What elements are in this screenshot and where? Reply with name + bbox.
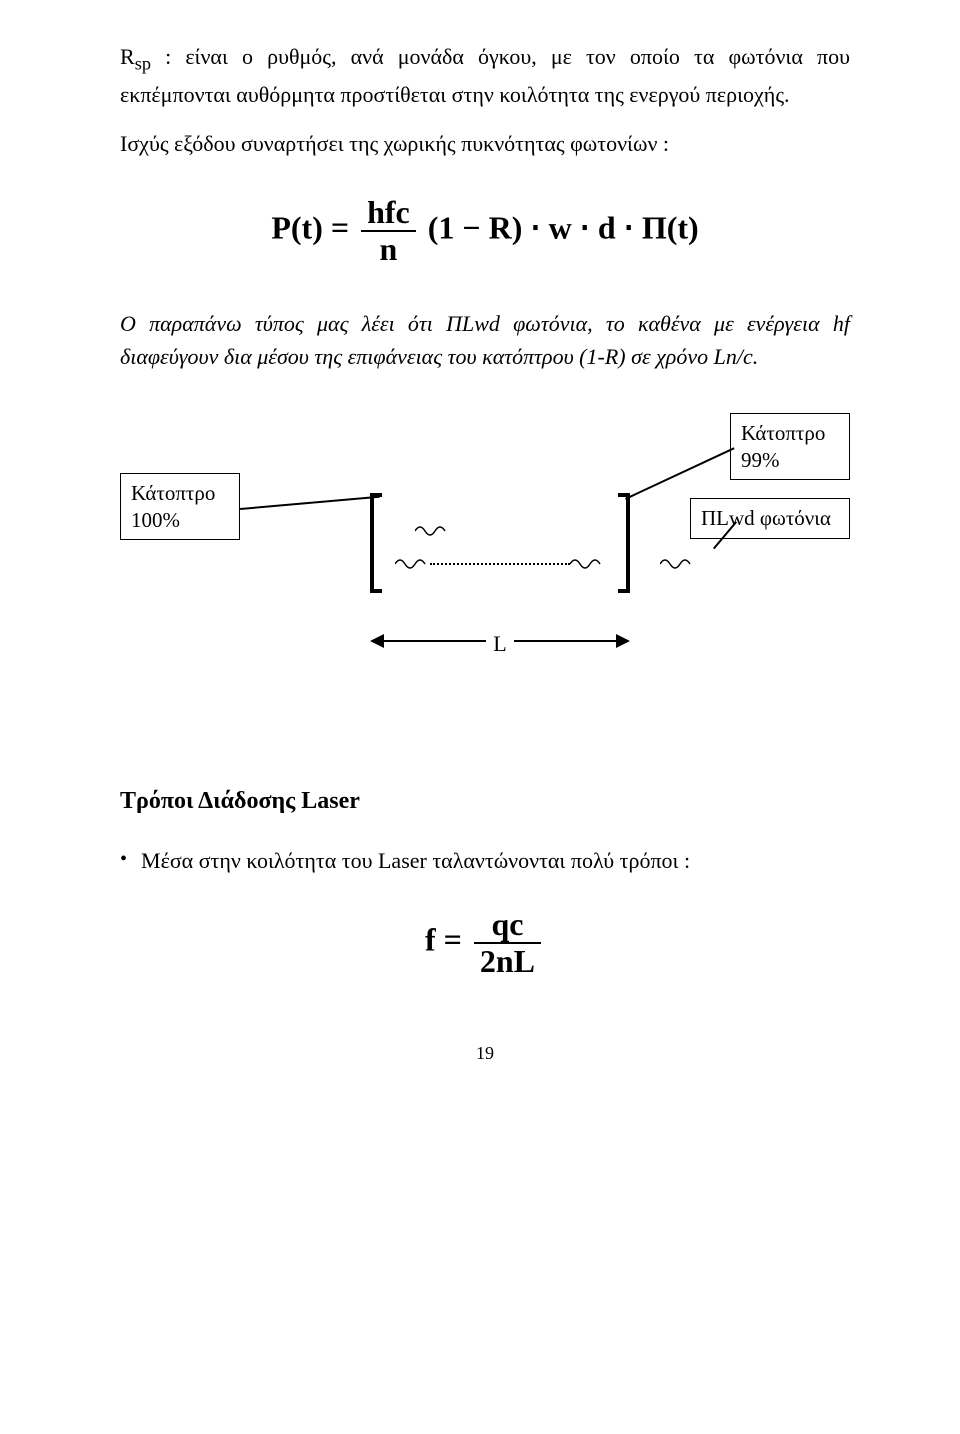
formula-fraction: hfc n <box>361 195 416 267</box>
paragraph-rsp: Rsp : είναι ο ρυθμός, ανά μονάδα όγκου, … <box>120 40 850 111</box>
formula-right: (1 − R) ⋅ w ⋅ d ⋅ Π(t) <box>428 209 699 245</box>
expl-mid3: σε χρόνο <box>626 344 714 369</box>
formula2-numerator: qc <box>474 907 541 944</box>
formula-frequency: f = qc 2nL <box>120 907 850 979</box>
formula-numerator: hfc <box>361 195 416 232</box>
arrow-head-right <box>616 634 630 648</box>
wave-bottom-left <box>395 556 430 571</box>
arrow-line-left <box>384 640 486 642</box>
wave-escaped <box>660 556 695 571</box>
rsp-text: : είναι ο ρυθμός, ανά μονάδα όγκου, με τ… <box>120 44 850 107</box>
page-number: 19 <box>120 1040 850 1067</box>
bullet-marker: • <box>120 844 127 874</box>
rsp-subscript: sp <box>135 53 151 73</box>
left-mirror-line1: Κάτοπτρο <box>131 480 229 506</box>
wave-bottom-right <box>570 556 605 571</box>
length-label: L <box>490 627 510 660</box>
bullet-item: • Μέσα στην κοιλότητα του Laser ταλαντών… <box>120 844 850 877</box>
left-mirror-line2: 100% <box>131 507 229 533</box>
formula-power: P(t) = hfc n (1 − R) ⋅ w ⋅ d ⋅ Π(t) <box>120 195 850 267</box>
expl-mid2: διαφεύγουν δια μέσου της επιφάνειας του … <box>120 344 579 369</box>
expl-it2: hf <box>833 311 850 336</box>
formula2-fraction: qc 2nL <box>474 907 541 979</box>
section-heading: Τρόποι Διάδοσης Laser <box>120 783 850 819</box>
arrow-head-left <box>370 634 384 648</box>
rsp-symbol: R <box>120 44 135 69</box>
cavity-dotted <box>430 563 570 565</box>
wave-top <box>415 523 450 538</box>
right-bracket <box>618 493 630 593</box>
expl-end: . <box>753 344 759 369</box>
left-bracket <box>370 493 382 593</box>
bullet-text: Μέσα στην κοιλότητα του Laser ταλαντώνον… <box>141 844 690 877</box>
cavity <box>370 493 630 593</box>
connector-left <box>240 496 380 510</box>
expl-it4: Ln/c <box>714 344 753 369</box>
arrow-line-right <box>514 640 616 642</box>
left-mirror-label: Κάτοπτρο 100% <box>120 473 240 540</box>
length-arrow: L <box>370 631 630 661</box>
formula2-left: f = <box>425 922 462 958</box>
expl-mid1: φωτόνια, το καθένα με ενέργεια <box>500 311 833 336</box>
laser-cavity-diagram: Κάτοπτρο 100% Κάτοπτρο 99% ΠLwd φωτόνια … <box>120 413 850 693</box>
expl-pre: Ο παραπάνω τύπος μας λέει ότι <box>120 311 446 336</box>
formula-denominator: n <box>361 232 416 267</box>
paragraph-power-intro: Ισχύς εξόδου συναρτήσει της χωρικής πυκν… <box>120 127 850 160</box>
formula2-denominator: 2nL <box>474 944 541 979</box>
right-mirror-line2: 99% <box>741 447 839 473</box>
paragraph-explanation: Ο παραπάνω τύπος μας λέει ότι ΠLwd φωτόν… <box>120 307 850 373</box>
right-mirror-label: Κάτοπτρο 99% <box>730 413 850 480</box>
expl-it1: ΠLwd <box>446 311 500 336</box>
connector-right-top <box>625 448 734 500</box>
expl-it3: (1-R) <box>579 344 625 369</box>
photon-count-label: ΠLwd φωτόνια <box>690 498 850 538</box>
right-mirror-line1: Κάτοπτρο <box>741 420 839 446</box>
formula-left: P(t) = <box>271 209 349 245</box>
